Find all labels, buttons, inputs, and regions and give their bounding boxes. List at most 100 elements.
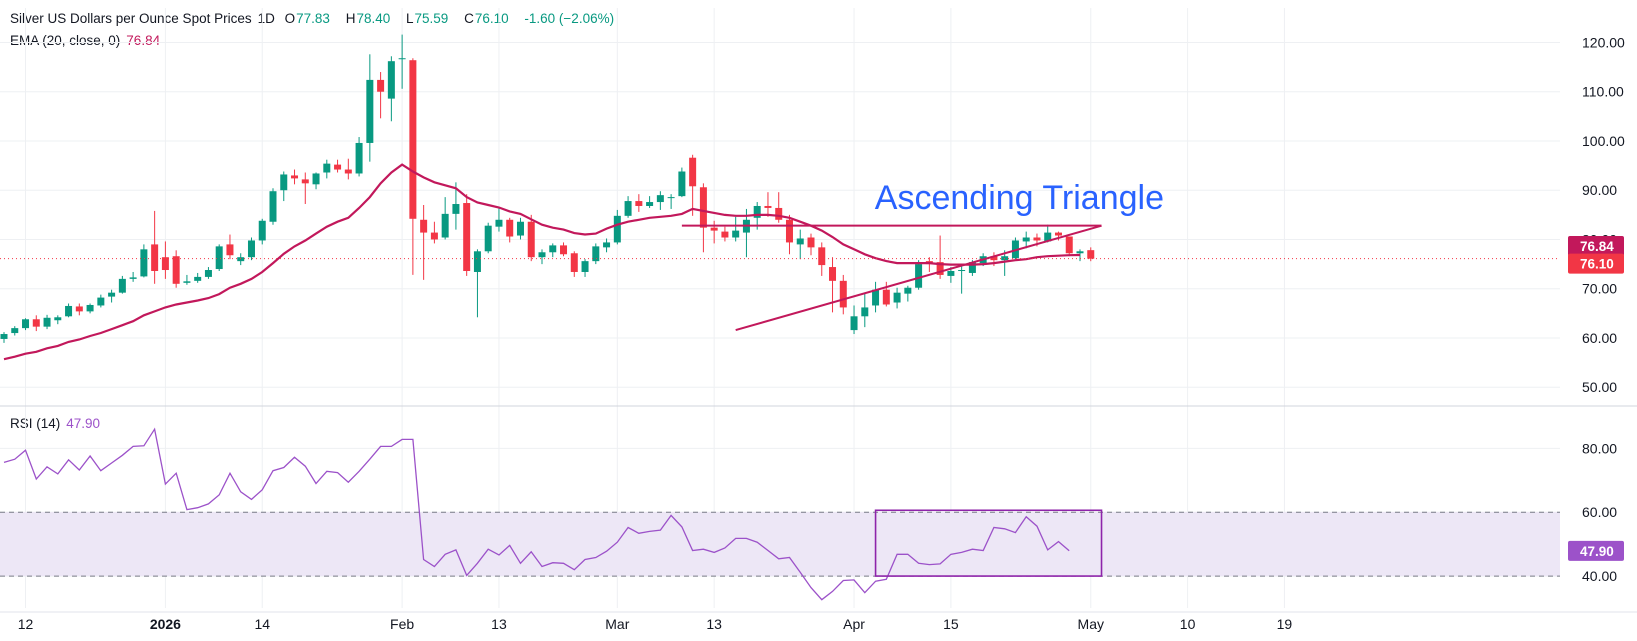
time-axis-tick: 19 — [1277, 616, 1293, 632]
candle-body — [452, 204, 460, 214]
candle-body — [215, 246, 223, 270]
candle-body — [247, 240, 255, 258]
time-axis-tick: 10 — [1180, 616, 1196, 632]
candle-body — [484, 225, 492, 252]
candle-body — [721, 231, 729, 238]
candle-body — [958, 270, 966, 272]
rsi-legend-value: 47.90 — [66, 416, 101, 431]
candle-body — [463, 203, 471, 271]
candle-body — [1033, 237, 1041, 241]
candle-body — [280, 174, 288, 191]
candle-body — [764, 205, 772, 208]
ema-legend: EMA (20, close, 0) 76.84 — [10, 33, 166, 48]
chart-legend-ohlc: Silver US Dollars per Ounce Spot Prices 1… — [10, 11, 620, 26]
change-value: -1.60 (−2.06%) — [524, 11, 615, 26]
symbol-title: Silver US Dollars per Ounce Spot Prices — [10, 11, 252, 26]
candle-body — [613, 215, 621, 243]
annotation-label: Ascending Triangle — [875, 179, 1164, 217]
candle-body — [592, 246, 600, 262]
close-price-badge: 76.10 — [1580, 257, 1614, 272]
candle-body — [1065, 236, 1073, 254]
candle-body — [204, 270, 212, 277]
time-axis-tick: Feb — [390, 616, 414, 632]
candle-body — [108, 292, 116, 297]
candle-body — [904, 287, 912, 294]
candle-body — [872, 289, 880, 306]
time-axis-tick: 15 — [943, 616, 959, 632]
candle-body — [635, 201, 643, 206]
open-value: O77.83 — [284, 11, 330, 26]
candle-body — [527, 221, 535, 258]
candle-body — [710, 227, 718, 231]
candle-body — [151, 244, 159, 271]
ema-price-badge: 76.84 — [1580, 239, 1614, 254]
candle-body — [312, 173, 320, 185]
candle-body — [516, 221, 524, 236]
candle-body — [570, 253, 578, 272]
candle-body — [323, 163, 331, 173]
candle-body — [646, 202, 654, 206]
rsi-line — [3, 427, 1070, 601]
candle-body — [172, 256, 180, 284]
candle-body — [560, 245, 568, 255]
time-axis-tick: 14 — [254, 616, 270, 632]
candle-body — [861, 307, 869, 317]
rsi-legend: RSI (14) 47.90 — [10, 416, 106, 431]
candle-body — [1087, 250, 1095, 259]
price-axis-tick: 100.00 — [1582, 133, 1625, 149]
price-axis-tick: 60.00 — [1582, 330, 1617, 346]
candle-body — [495, 219, 503, 227]
candle-body — [409, 60, 417, 219]
candle-body — [377, 79, 385, 92]
ema-legend-label: EMA (20, close, 0) — [10, 33, 121, 48]
candle-body — [882, 289, 890, 305]
candle-body — [269, 191, 277, 222]
candle-body — [97, 297, 105, 306]
time-axis-tick: 12 — [18, 616, 34, 632]
time-axis-tick: Apr — [843, 616, 865, 632]
price-axis-tick: 50.00 — [1582, 379, 1617, 395]
candle-body — [183, 281, 191, 283]
close-value: C76.10 — [464, 11, 509, 26]
candle-body — [796, 238, 804, 245]
candle-body — [355, 142, 363, 174]
candle-body — [43, 317, 51, 327]
candle-body — [947, 270, 955, 276]
candle-body — [140, 249, 148, 277]
candle-body — [65, 305, 73, 317]
candle-body — [915, 264, 923, 288]
candle-body — [538, 252, 546, 258]
time-axis-tick: 2026 — [150, 616, 181, 632]
candle-body — [291, 175, 299, 179]
candle-body — [968, 262, 976, 273]
close-price-badge-bg — [1568, 253, 1624, 274]
candle-body — [473, 251, 481, 272]
candle-body — [441, 213, 449, 238]
price-axis-tick: 110.00 — [1582, 84, 1624, 100]
candle-body — [118, 278, 126, 293]
candle-body — [581, 261, 589, 272]
time-axis-tick: 13 — [491, 616, 507, 632]
candle-body — [732, 230, 740, 238]
candle-body — [301, 179, 309, 184]
candle-body — [689, 157, 697, 187]
candle-body — [807, 237, 815, 248]
candle-body — [86, 304, 94, 312]
candle-body — [420, 219, 428, 233]
candle-body — [366, 79, 374, 143]
candle-body — [194, 276, 202, 281]
candle-body — [161, 257, 169, 271]
candle-body — [753, 205, 761, 218]
candle-body — [603, 242, 611, 248]
candle-body — [0, 334, 8, 339]
candle-body — [54, 317, 62, 321]
rsi-legend-label: RSI (14) — [10, 416, 61, 431]
candle-body — [775, 207, 783, 220]
rsi-axis-tick: 40.00 — [1582, 568, 1617, 584]
rsi-highlight-box — [874, 509, 1103, 577]
candle-body — [1022, 237, 1030, 242]
candle-body — [850, 316, 858, 331]
rsi-axis-tick: 80.00 — [1582, 440, 1617, 456]
candle-body — [785, 219, 793, 243]
